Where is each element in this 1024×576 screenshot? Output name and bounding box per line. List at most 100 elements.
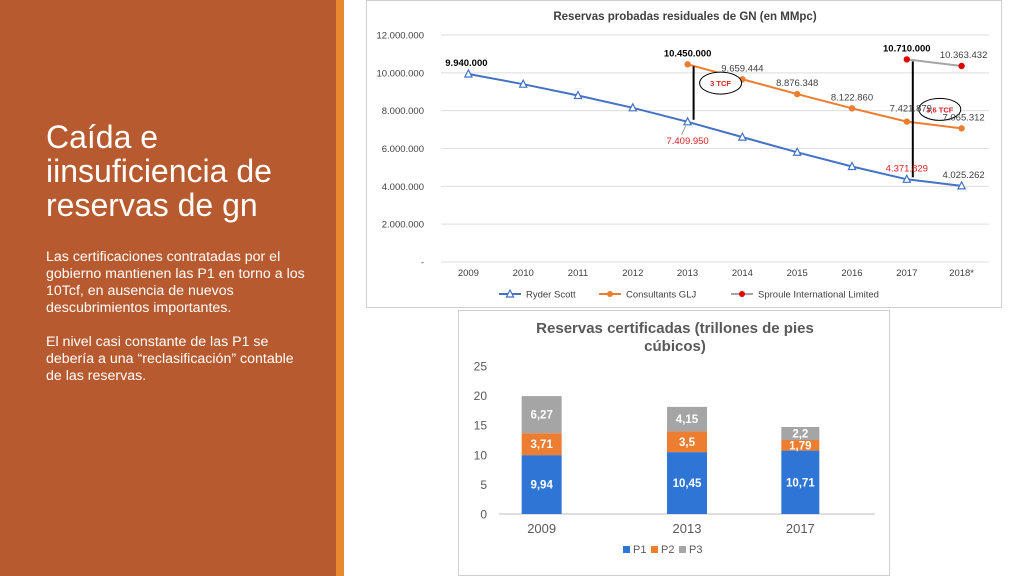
data-point <box>847 161 857 171</box>
data-point <box>957 180 967 190</box>
data-label: 7.421.879 <box>890 104 932 115</box>
title-panel: Caída e iinsuficiencia de reservas de gn… <box>0 0 336 576</box>
legend-swatch <box>651 546 658 553</box>
data-point <box>958 125 965 132</box>
x-tick-label: 2009 <box>527 521 556 536</box>
x-tick-label: 2009 <box>458 268 479 279</box>
data-label: 7.065.312 <box>942 112 984 123</box>
legend-swatch <box>679 546 686 553</box>
gap-ellipse <box>699 71 743 95</box>
data-label: 10.363.432 <box>940 50 988 61</box>
bar-label: 6,27 <box>530 410 552 422</box>
data-point <box>628 102 638 112</box>
bar-segment-p3 <box>667 406 707 432</box>
chart-title: Reservas probadas residuales de GN (en M… <box>553 11 816 23</box>
data-point <box>902 173 912 183</box>
legend-label: Ryder Scott <box>526 290 576 301</box>
leader-line <box>681 125 686 135</box>
data-point <box>958 62 965 70</box>
gap-label: 3 TCF <box>710 79 731 88</box>
bar-label: 1,79 <box>789 440 811 452</box>
x-tick-label: 2015 <box>787 268 808 279</box>
legend-label: P2 <box>661 544 674 556</box>
gap-label: 3,6 TCF <box>926 105 954 114</box>
data-point <box>683 116 693 126</box>
x-tick-label: 2010 <box>513 268 534 279</box>
bar-chart-reservas-certificadas: Reservas certificadas (trillones de pies… <box>458 310 890 576</box>
x-tick-label: 2011 <box>568 268 588 279</box>
chart-title: Reservas certificadas (trillones de pies <box>536 320 814 337</box>
data-point <box>794 90 801 98</box>
legend-marker <box>505 288 515 298</box>
legend-label: P1 <box>633 544 646 556</box>
bar-segment-p1 <box>667 452 707 514</box>
y-tick-label: 6.000.000 <box>382 144 424 155</box>
bar-label: 4,15 <box>676 414 699 426</box>
data-point <box>737 131 747 141</box>
y-tick-label: 15 <box>474 419 488 433</box>
x-tick-label: 2017 <box>896 268 917 279</box>
bar-chart-svg: Reservas certificadas (trillones de pies… <box>474 320 875 556</box>
body-paragraph-1: Las certificaciones contratadas por el g… <box>46 249 305 316</box>
line-chart-reservas-probadas: Reservas probadas residuales de GN (en M… <box>366 0 1002 308</box>
bar-segment-p1 <box>781 450 820 514</box>
data-label: 10.710.000 <box>883 43 931 54</box>
y-tick-label: 20 <box>474 389 488 403</box>
data-label: 9.940.000 <box>445 58 487 69</box>
y-tick-label: - <box>421 258 424 269</box>
bar-segment-p3 <box>521 396 562 434</box>
y-tick-label: 5 <box>480 478 487 492</box>
accent-strip <box>336 0 344 576</box>
bar-segment-p2 <box>781 440 820 451</box>
data-point <box>792 146 802 156</box>
legend-label: Consultants GLJ <box>626 290 696 301</box>
series-line-2 <box>906 58 962 67</box>
data-point <box>463 68 473 78</box>
x-tick-label: 2018* <box>949 268 974 279</box>
data-label: 4.025.262 <box>942 170 984 181</box>
data-label: 9.659.444 <box>721 63 763 74</box>
line-chart-svg: Reservas probadas residuales de GN (en M… <box>376 11 989 301</box>
bar-segment-p1 <box>521 455 562 514</box>
chart-title-line-2: cúbicos) <box>644 338 706 355</box>
series-line-0 <box>468 72 962 187</box>
bar-segment-p2 <box>521 433 562 456</box>
data-point <box>903 56 910 63</box>
bar-label: 10,45 <box>673 478 702 490</box>
legend-marker <box>607 291 613 297</box>
data-point <box>903 118 910 125</box>
y-tick-label: 8.000.000 <box>382 106 424 117</box>
y-tick-label: 4.000.000 <box>382 182 424 193</box>
x-tick-label: 2013 <box>677 268 698 279</box>
body-paragraph-2: El nivel casi constante de las P1 se deb… <box>46 334 294 384</box>
data-label: 4.371.829 <box>886 163 928 174</box>
data-label: 8.122.860 <box>831 92 873 103</box>
legend-label: Sproule International Limited <box>758 290 879 301</box>
gap-ellipse <box>918 97 962 121</box>
x-tick-label: 2016 <box>841 268 862 279</box>
x-tick-label: 2014 <box>732 268 753 279</box>
y-tick-label: 25 <box>474 360 488 374</box>
bar-label: 9,94 <box>530 480 553 492</box>
bar-segment-p2 <box>667 431 707 453</box>
x-tick-label: 2017 <box>786 521 815 536</box>
data-point <box>848 105 856 112</box>
data-label: 7.409.950 <box>666 136 708 147</box>
bar-label: 3,71 <box>530 439 553 451</box>
legend-label: P3 <box>689 544 702 556</box>
data-label: 8.876.348 <box>776 78 818 89</box>
y-tick-label: 10 <box>474 448 488 462</box>
x-tick-label: 2013 <box>673 521 702 536</box>
bar-label: 10,71 <box>786 477 815 489</box>
y-tick-label: 0 <box>480 508 487 522</box>
y-tick-label: 12.000.000 <box>376 31 424 42</box>
y-tick-label: 2.000.000 <box>382 220 424 231</box>
bar-label: 2,2 <box>792 428 808 440</box>
data-point <box>518 78 528 88</box>
legend-marker <box>739 291 745 297</box>
bar-label: 3,5 <box>679 437 696 449</box>
data-point <box>573 90 583 100</box>
bar-segment-p3 <box>781 426 820 440</box>
y-tick-label: 10.000.000 <box>376 68 424 79</box>
x-tick-label: 2012 <box>622 268 643 279</box>
